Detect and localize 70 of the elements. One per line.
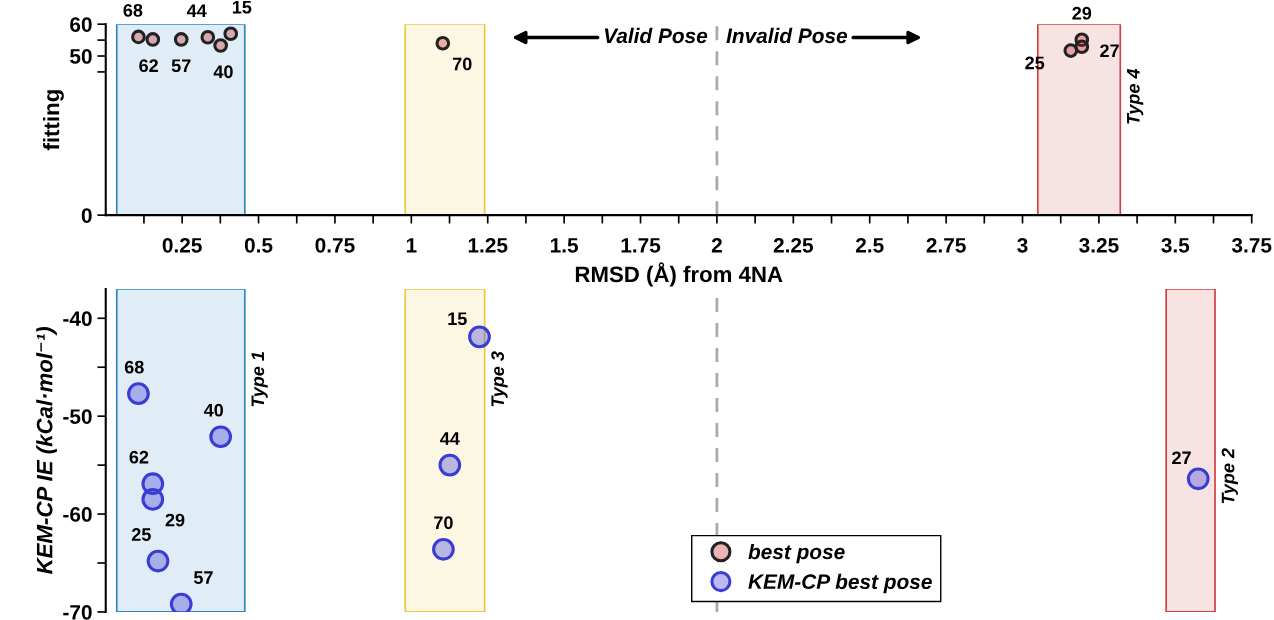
annotation: 70: [434, 516, 453, 530]
annotation: 40: [203, 403, 223, 417]
point: [131, 29, 146, 45]
point: [1186, 467, 1210, 491]
annotation: 29: [165, 513, 185, 527]
y-tick-label: -60: [63, 507, 92, 522]
x-tick-label: 3.75: [1231, 237, 1272, 253]
x-tick-label: 3: [1017, 237, 1028, 253]
x-tick-label: 1.75: [621, 238, 661, 253]
annotation: 62: [129, 450, 149, 464]
point: [173, 32, 189, 47]
annotation: 68: [124, 360, 144, 374]
annotation: 15: [448, 312, 467, 326]
point: [146, 549, 170, 573]
band-label: Type 3: [491, 351, 508, 407]
annotation: 57: [171, 59, 191, 73]
y-tick-label: -70: [63, 604, 92, 620]
annotation: 40: [213, 65, 233, 79]
x-tick-label: 2.25: [773, 237, 814, 253]
y-tick-label: 0: [81, 208, 92, 223]
x-tick-label: 2.75: [926, 237, 966, 253]
annotation: 57: [193, 571, 213, 584]
point: [145, 32, 161, 47]
annotation: 29: [1072, 6, 1092, 20]
annotation: Valid Pose: [604, 27, 708, 44]
point: [127, 382, 150, 406]
band-label: Type 2: [1221, 448, 1238, 504]
annotation: 62: [139, 59, 158, 73]
annotation: 15: [232, 0, 252, 14]
x-tick-label: 2: [711, 237, 722, 253]
legend-label: KEM-CP best pose: [748, 573, 932, 594]
annotation: 68: [123, 3, 143, 17]
x-tick-label: 0.25: [162, 237, 202, 253]
x-tick-label: 1: [406, 238, 417, 253]
x-tick-label: 3.25: [1079, 237, 1119, 253]
point: [213, 38, 228, 53]
x-tick-label: 2.5: [855, 237, 884, 253]
point: [1063, 43, 1079, 58]
point: [438, 453, 462, 477]
point: [169, 592, 193, 612]
point: [223, 26, 239, 42]
y-tick-label: 50: [70, 49, 92, 64]
annotation: 25: [131, 528, 151, 541]
x-tick-label: 0.75: [315, 237, 355, 253]
annotation: 27: [1100, 44, 1119, 57]
point: [200, 29, 216, 45]
annotation: Invalid Pose: [726, 27, 848, 44]
x-tick-label: 0.5: [244, 237, 273, 253]
x-tick-label: 1.5: [550, 238, 579, 253]
x-tick-label: 3.5: [1161, 237, 1190, 253]
y-tick-label: -50: [63, 409, 92, 424]
x-tick-label: 1.25: [468, 237, 508, 253]
point: [432, 537, 455, 561]
band-label: Type 1: [251, 352, 268, 407]
annotation: 44: [186, 4, 207, 17]
y-axis-title: KEM-CP IE (kCal·mol⁻¹): [36, 327, 57, 574]
annotation: 27: [1172, 451, 1191, 465]
band-label: Type 4: [1127, 68, 1144, 124]
y-axis-title: fitting: [43, 90, 64, 151]
x-axis-title: RMSD (Å) from 4NA: [575, 262, 783, 287]
point: [141, 488, 165, 511]
point: [435, 35, 451, 51]
point: [468, 325, 491, 349]
annotation: 70: [452, 57, 472, 71]
y-tick-label: -40: [63, 311, 92, 327]
y-tick-label: 60: [70, 17, 92, 32]
point: [1074, 39, 1090, 55]
legend-label: best pose: [748, 543, 845, 564]
annotation: 44: [440, 432, 460, 445]
point: [209, 425, 232, 449]
